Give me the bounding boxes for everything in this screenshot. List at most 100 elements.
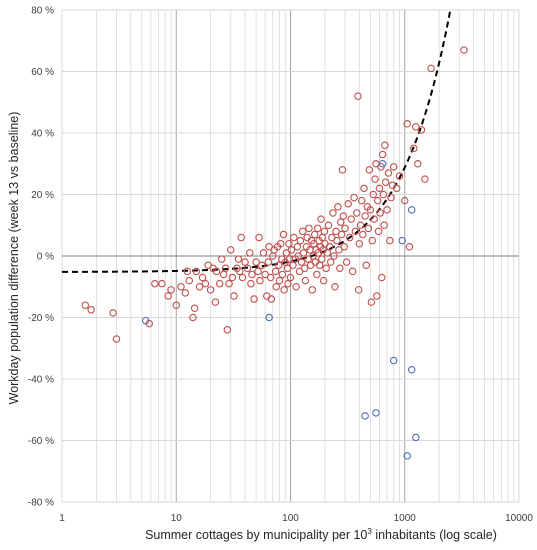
data-point [279, 230, 288, 239]
data-point [348, 267, 357, 276]
data-point [298, 227, 307, 236]
data-point [237, 233, 245, 242]
y-axis-title: Workday population difference (week 13 v… [7, 112, 21, 405]
data-point [336, 218, 345, 226]
data-point [319, 276, 328, 285]
data-point [366, 206, 375, 214]
data-point [285, 255, 294, 263]
data-point [320, 227, 329, 236]
data-point [261, 270, 269, 279]
data-point [371, 175, 379, 183]
data-point [331, 282, 339, 291]
data-point [334, 203, 342, 211]
data-point [215, 279, 224, 288]
data-point [238, 273, 247, 282]
data-point [324, 221, 333, 230]
data-point [278, 270, 287, 279]
data-point [87, 306, 95, 314]
data-point [381, 178, 390, 186]
data-point [192, 267, 201, 276]
data-point [332, 227, 340, 236]
data-point [212, 267, 221, 276]
data-point [243, 264, 252, 273]
data-point [158, 279, 166, 288]
data-point [403, 120, 411, 128]
outlier-point [407, 206, 416, 214]
data-point [286, 273, 295, 282]
data-point [285, 239, 293, 248]
data-point [365, 166, 374, 174]
data-point [190, 304, 199, 313]
data-point [378, 150, 387, 159]
data-point [387, 193, 395, 202]
data-point [359, 230, 367, 239]
data-point [417, 126, 426, 134]
data-point [293, 243, 302, 251]
data-point [414, 160, 422, 168]
data-point [250, 295, 258, 303]
data-point [355, 239, 364, 248]
data-point [289, 261, 297, 269]
data-point [369, 190, 377, 199]
data-point [376, 209, 384, 217]
outlier-point [372, 409, 380, 417]
data-point [392, 184, 401, 193]
data-point [389, 163, 398, 171]
data-point [227, 246, 235, 254]
data-point [378, 273, 386, 282]
data-point [337, 230, 346, 239]
data-point [292, 282, 300, 291]
data-point [370, 215, 378, 223]
x-tick-label: 10 [171, 513, 183, 524]
y-tick-label: 40 % [31, 129, 54, 140]
trend-line [61, 9, 452, 273]
data-point [211, 298, 220, 306]
data-point [280, 286, 288, 294]
data-point [341, 224, 349, 233]
outlier-point [403, 452, 411, 460]
data-point [287, 246, 296, 254]
data-point [375, 184, 384, 193]
data-point [206, 286, 215, 294]
data-point [325, 243, 334, 251]
data-point [248, 270, 256, 279]
data-point [109, 309, 117, 317]
outlier-point [361, 412, 369, 420]
data-point [367, 298, 376, 306]
data-point [189, 313, 197, 322]
data-point [221, 264, 230, 273]
data-point [381, 141, 389, 150]
data-points [81, 46, 468, 460]
data-point [308, 286, 316, 294]
data-point [264, 258, 273, 266]
data-point [151, 279, 159, 288]
data-point [263, 292, 271, 300]
data-point [217, 255, 226, 263]
data-point [246, 249, 254, 257]
data-point [317, 215, 325, 223]
data-point [313, 270, 321, 279]
data-point [405, 243, 414, 251]
x-tick-label: 10000 [505, 513, 533, 524]
data-point [228, 273, 237, 282]
data-point [333, 236, 341, 245]
data-point [284, 279, 292, 288]
data-point [219, 270, 228, 279]
data-point [384, 169, 393, 177]
data-point [427, 64, 435, 73]
x-tick-label: 100 [282, 513, 299, 524]
data-point [275, 261, 283, 269]
data-point [272, 282, 280, 291]
data-point [112, 335, 121, 343]
x-tick-label: 1000 [394, 513, 417, 524]
data-point [395, 172, 404, 180]
outlier-point [378, 160, 387, 168]
data-point [460, 46, 468, 54]
data-point [340, 243, 348, 251]
data-point [345, 233, 354, 242]
data-point [362, 261, 370, 269]
data-point [252, 258, 260, 266]
data-point [255, 233, 263, 242]
data-point [183, 267, 192, 276]
